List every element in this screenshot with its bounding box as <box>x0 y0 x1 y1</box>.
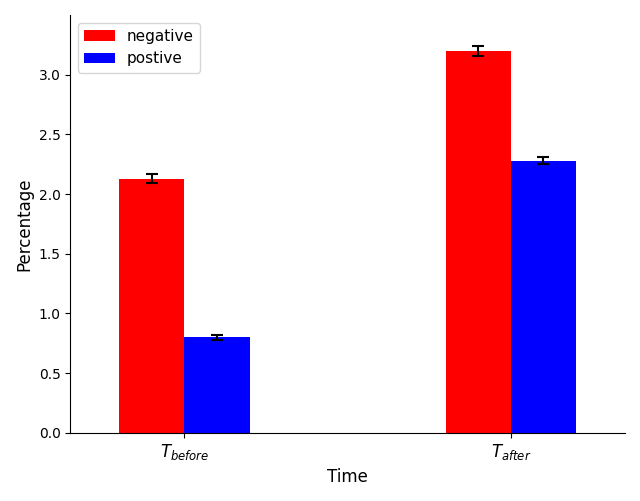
Y-axis label: Percentage: Percentage <box>15 177 33 271</box>
X-axis label: Time: Time <box>327 468 368 486</box>
Bar <box>445 51 511 433</box>
Bar <box>184 337 250 433</box>
Legend: negative, postive: negative, postive <box>78 23 200 73</box>
Bar <box>511 161 576 433</box>
Bar <box>119 178 184 433</box>
